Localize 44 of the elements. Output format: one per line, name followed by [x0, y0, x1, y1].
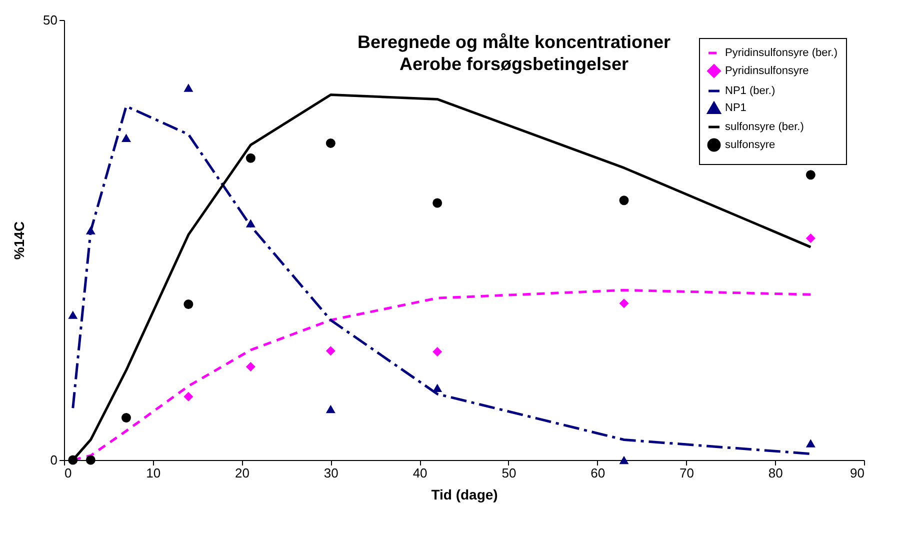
point: [68, 455, 78, 465]
point: [184, 392, 194, 402]
point: [86, 226, 96, 234]
x-tick-label: 40: [412, 466, 428, 480]
legend-label: NP1: [725, 102, 746, 114]
point: [184, 84, 194, 92]
point: [326, 346, 336, 356]
point: [432, 198, 442, 208]
point: [246, 153, 256, 163]
x-tick-label: 60: [590, 466, 606, 480]
legend-label: sulfonsyre: [725, 139, 776, 151]
point: [619, 298, 629, 308]
x-tick-label: 30: [324, 466, 338, 480]
point: [806, 233, 816, 243]
legend-label: sulfonsyre (ber.): [725, 121, 804, 133]
point: [121, 413, 131, 422]
point: [432, 347, 442, 357]
point: [246, 362, 256, 372]
x-tick-label: 10: [146, 466, 161, 480]
legend-label: NP1 (ber.): [725, 85, 776, 97]
point: [86, 455, 96, 465]
legend-label: Pyridinsulfonsyre: [725, 65, 809, 77]
legend-label: Pyridinsulfonsyre (ber.): [725, 47, 838, 59]
point: [326, 404, 336, 414]
point: [121, 134, 131, 142]
point: [619, 456, 629, 464]
x-tick-label: 90: [850, 466, 864, 480]
point: [432, 384, 442, 392]
text: Beregnede og målte koncentrationer: [357, 32, 671, 52]
x-tick-label: 70: [679, 466, 694, 480]
point: [619, 196, 629, 206]
point: [326, 138, 336, 148]
x-tick-label: 80: [768, 466, 783, 480]
x-axis-title: Tid (dage): [431, 486, 498, 502]
point: [184, 300, 194, 309]
point: [68, 310, 78, 319]
y-axis-title: %14C: [11, 221, 28, 260]
point: [806, 439, 816, 448]
x-tick-label: 20: [235, 466, 250, 480]
text: Aerobe forsøgsbetingelser: [399, 54, 629, 74]
point: [246, 219, 256, 228]
point: [806, 170, 816, 180]
x-tick-label: 0: [64, 466, 72, 480]
x-tick-label: 50: [502, 466, 516, 480]
